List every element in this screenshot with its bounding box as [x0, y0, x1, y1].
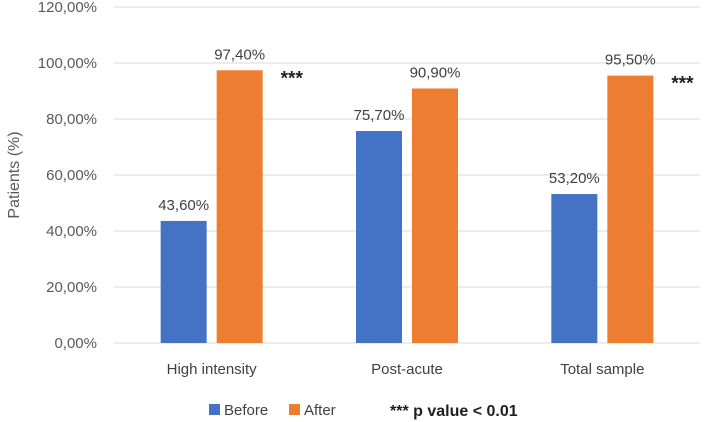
data-label: 97,40% — [214, 46, 265, 63]
bars — [160, 70, 654, 343]
legend-swatch-before — [209, 404, 220, 415]
y-tick-label: 120,00% — [38, 0, 97, 16]
legend-label-after: After — [304, 402, 336, 419]
bar-before-2 — [356, 131, 402, 343]
bar-after-2 — [412, 88, 458, 343]
data-labels: 43,60% 97,40% 75,70% 90,90% 53,20% 95,50% — [158, 46, 656, 214]
y-tick-label: 60,00% — [46, 167, 97, 184]
legend-swatch-after — [289, 404, 300, 415]
x-category-label: High intensity — [167, 361, 258, 378]
data-label: 95,50% — [605, 52, 656, 69]
data-label: 43,60% — [158, 197, 209, 214]
data-label: 90,90% — [410, 64, 461, 81]
x-axis-categories: High intensity Post-acute Total sample — [167, 361, 645, 378]
legend-label-before: Before — [224, 402, 268, 419]
significance-marker: *** — [671, 74, 694, 95]
x-category-label: Post-acute — [371, 361, 443, 378]
significance-note: *** p value < 0.01 — [390, 403, 518, 420]
y-tick-label: 80,00% — [46, 111, 97, 128]
significance-markers: *** *** — [281, 68, 694, 94]
y-tick-label: 100,00% — [38, 55, 97, 72]
data-label: 53,20% — [549, 170, 600, 187]
gridlines — [114, 6, 700, 344]
bar-after-3 — [607, 75, 654, 343]
y-axis-ticks: 0,00% 20,00% 40,00% 60,00% 80,00% 100,00% 120,… — [38, 0, 97, 352]
bar-before-3 — [551, 194, 598, 343]
bar-after-1 — [216, 70, 263, 343]
y-tick-label: 40,00% — [46, 223, 97, 240]
y-tick-label: 0,00% — [54, 335, 97, 352]
y-tick-label: 20,00% — [46, 279, 97, 296]
y-axis-label: Patients (%) — [6, 131, 23, 218]
x-category-label: Total sample — [560, 361, 644, 378]
legend: Before After — [209, 402, 336, 419]
data-label: 75,70% — [354, 107, 405, 124]
significance-marker: *** — [281, 68, 304, 89]
bar-before-1 — [160, 220, 207, 343]
